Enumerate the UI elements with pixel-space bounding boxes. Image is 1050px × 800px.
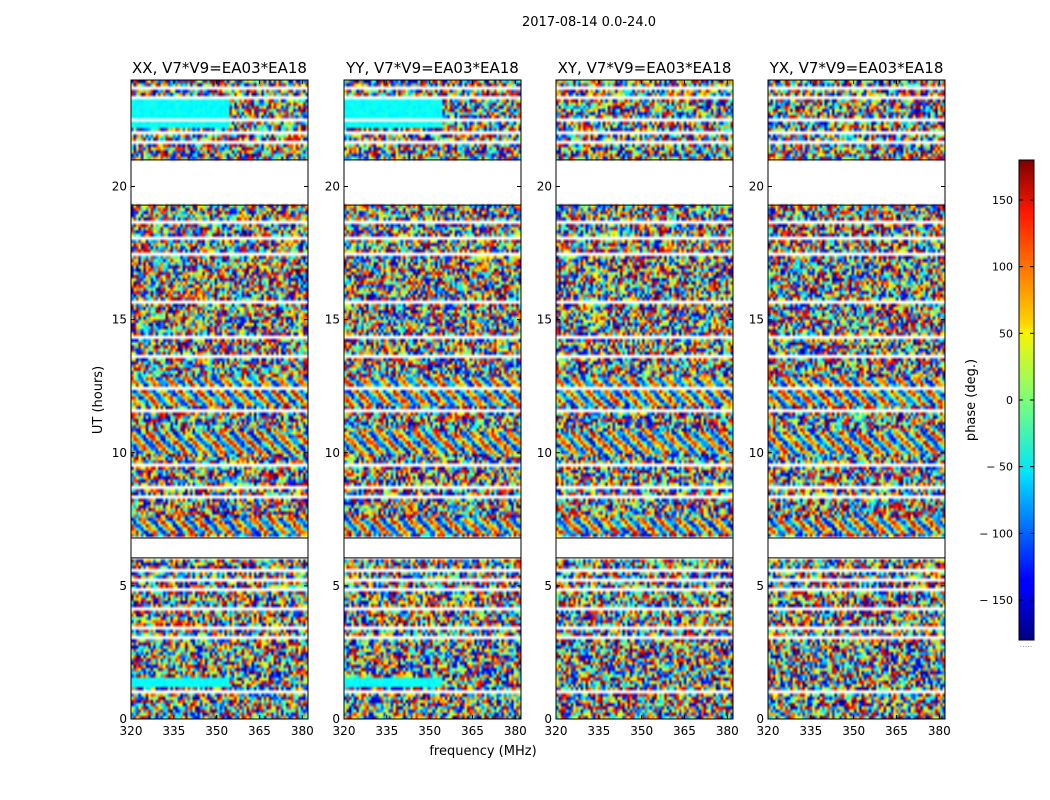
x-tick-label: 320 [120,724,143,738]
colorbar: phase (deg.) ..... 150 100 50 0 − 50 − 100 − 1… [964,159,1035,649]
y-tick-label: 15 [749,313,764,327]
y-tick-label: 10 [325,446,340,460]
colorbar-tick-label: 50 [999,327,1013,340]
y-tick-label: 20 [537,180,552,194]
x-tick-label: 365 [673,724,696,738]
y-tick-label: 5 [119,579,127,593]
phase-image-yy [344,80,521,719]
y-tick-label: 20 [325,180,340,194]
x-tick-label: 320 [545,724,568,738]
y-tick-label: 0 [544,712,552,726]
panel-frame [767,79,946,720]
x-tick-label: 335 [162,724,185,738]
x-tick-label: 350 [205,724,228,738]
panel-yy: YY, V7*V9=EA03*EA18 320 335 350 365 380 0 5 10 15… [325,59,527,738]
panel-frame [343,79,522,720]
panel-title-xy: XY, V7*V9=EA03*EA18 [558,59,732,77]
phase-image-xx [131,80,308,719]
colorbar-footer: ..... [1020,640,1033,649]
panel-xx: XX, V7*V9=EA03*EA18 320 335 350 365 380 0 5 10 15… [112,59,314,738]
x-tick-label: 350 [418,724,441,738]
colorbar-tick-label: 150 [992,194,1013,207]
panel-title-yx: YX, V7*V9=EA03*EA18 [769,59,944,77]
x-tick-label: 350 [842,724,865,738]
x-tick-label: 365 [248,724,271,738]
y-tick-label: 10 [749,446,764,460]
panel-title-xx: XX, V7*V9=EA03*EA18 [132,59,307,77]
x-tick-label: 380 [504,724,527,738]
panel-yx: YX, V7*V9=EA03*EA18 320 335 350 365 380 0 5 10 15… [749,59,951,738]
colorbar-tick-label: 0 [1006,394,1013,407]
colorbar-tick-label: − 100 [979,527,1013,540]
x-tick-label: 335 [799,724,822,738]
y-tick-label: 15 [325,313,340,327]
y-tick-label: 0 [756,712,764,726]
phase-image-yx [768,80,945,719]
y-tick-label: 15 [112,313,127,327]
y-tick-label: 20 [749,180,764,194]
y-tick-label: 10 [537,446,552,460]
x-axis-label: frequency (MHz) [429,744,536,759]
figure-suptitle: 2017-08-14 0.0-24.0 [522,15,656,30]
x-tick-label: 335 [375,724,398,738]
x-tick-label: 320 [333,724,356,738]
colorbar-tick-label: − 150 [979,594,1013,607]
colorbar-tick-label: − 50 [986,461,1013,474]
colorbar-label: phase (deg.) [964,359,979,441]
y-tick-label: 5 [756,579,764,593]
panel-frame [130,79,309,720]
x-tick-label: 335 [587,724,610,738]
x-tick-label: 350 [630,724,653,738]
panel-title-yy: YY, V7*V9=EA03*EA18 [345,59,519,77]
y-tick-label: 15 [537,313,552,327]
x-tick-label: 320 [757,724,780,738]
y-tick-label: 0 [119,712,127,726]
y-tick-label: 5 [544,579,552,593]
x-tick-label: 380 [928,724,951,738]
y-tick-label: 0 [332,712,340,726]
x-tick-label: 380 [716,724,739,738]
colorbar-tick-label: 100 [992,261,1013,274]
panel-xy: XY, V7*V9=EA03*EA18 320 335 350 365 380 0 5 10 15… [537,59,739,738]
x-tick-label: 365 [461,724,484,738]
x-tick-label: 365 [885,724,908,738]
y-tick-label: 5 [332,579,340,593]
y-axis-label: UT (hours) [91,366,106,434]
phase-image-xy [556,80,733,719]
y-tick-label: 20 [112,180,127,194]
panels-group: XX, V7*V9=EA03*EA18 320 335 350 365 380 0 5 10 15… [112,59,951,738]
panel-frame [555,79,734,720]
y-tick-label: 10 [112,446,127,460]
x-tick-label: 380 [291,724,314,738]
